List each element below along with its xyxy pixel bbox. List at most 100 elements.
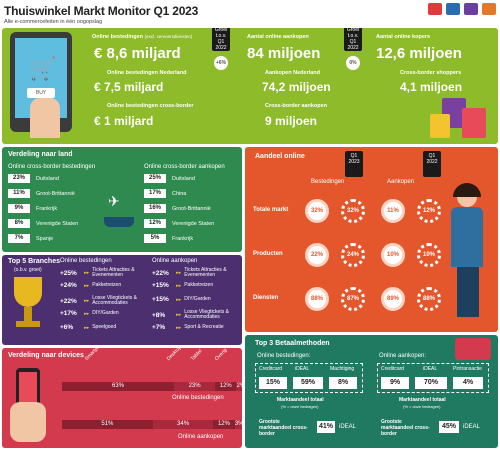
left-big-pct: 41% bbox=[317, 421, 335, 433]
tablet-illustration: 🛒 BUY bbox=[10, 32, 72, 132]
land-left-title: Online cross-border bestedingen bbox=[8, 164, 96, 170]
cb-value: € 1 miljard bbox=[94, 114, 154, 128]
left-mark-sub: (% = onze bedragen) bbox=[281, 404, 319, 409]
page-title: Thuiswinkel Markt Monitor Q1 2023 bbox=[4, 4, 199, 18]
logo-1 bbox=[428, 3, 442, 15]
land-pct: 11% bbox=[8, 189, 30, 198]
branch-pct: +22% bbox=[152, 269, 169, 277]
device-bar-segment: 12% bbox=[215, 382, 237, 391]
right-m1-pct: 9% bbox=[381, 377, 409, 389]
betaal-left-title: Online bestedingen: bbox=[257, 353, 311, 359]
branch-name: Pakketreizen bbox=[184, 282, 214, 288]
land-name: Verenigde Staten bbox=[36, 220, 79, 227]
left-m1-name: Creditcard bbox=[259, 366, 283, 372]
trophy-base-icon bbox=[16, 321, 40, 327]
right-m1-name: Creditcard bbox=[381, 366, 405, 372]
arrow-icon: ▸▸ bbox=[176, 312, 182, 318]
device-col-label: Desktop bbox=[165, 348, 183, 362]
logo-3 bbox=[464, 3, 478, 15]
land-name: China bbox=[172, 190, 187, 197]
aandeel-ring: 32% bbox=[341, 199, 365, 223]
aandeel-ring: 89% bbox=[381, 287, 405, 311]
kopers-label: Aantal online kopers bbox=[376, 34, 431, 40]
left-m1-pct: 15% bbox=[259, 377, 287, 389]
branch-row: +15% ▸▸ Pakketreizen bbox=[152, 282, 240, 289]
land-panel: Verdeling naar land Online cross-border … bbox=[2, 147, 242, 252]
aandeel-panel: Aandeel online Q1 2023 Q1 2022 Besteding… bbox=[245, 147, 498, 332]
aandeel-ring: 22% bbox=[305, 243, 329, 267]
land-row: 12% Verenigde Staten bbox=[144, 219, 239, 228]
land-pct: 8% bbox=[8, 219, 30, 228]
plane-icon: ✈ bbox=[108, 193, 120, 209]
betaal-right-box bbox=[377, 363, 489, 393]
device-bar-segment: 51% bbox=[62, 420, 153, 429]
left-m2-pct: 59% bbox=[293, 377, 323, 389]
q1-2022-badge: Q1 2022 bbox=[423, 151, 441, 177]
arrow-icon: ▸▸ bbox=[84, 270, 90, 276]
land-row: 9% Frankrijk bbox=[8, 204, 103, 213]
device-bar-segment: 63% bbox=[62, 382, 175, 391]
right-big-name: iDEAL bbox=[463, 424, 481, 430]
right-grootste-label: Grootste marktaandeel cross-border bbox=[381, 419, 430, 437]
online-bestedingen-label: Online bestedingen (excl. vervoersdienst… bbox=[92, 34, 193, 40]
branch-row: +24% ▸▸ Pakketreizen bbox=[60, 282, 148, 289]
aankopen-value: 84 miljoen bbox=[247, 45, 321, 62]
branch-pct: +7% bbox=[152, 324, 166, 331]
aandeel-ring: 24% bbox=[341, 243, 365, 267]
land-name: Frankrijk bbox=[172, 235, 194, 242]
land-row: 17% China bbox=[144, 189, 239, 198]
betaal-panel: Top 3 Betaalmethoden Online bestedingen:… bbox=[245, 335, 498, 448]
land-row: 5% Frankrijk bbox=[144, 234, 239, 243]
arrow-icon: ▸▸ bbox=[84, 298, 90, 304]
branches-left-title: Online bestedingen bbox=[60, 258, 112, 264]
betaal-right-title: Online aankopen: bbox=[379, 353, 427, 359]
aankopen-bar: 51%34%12%3% bbox=[62, 420, 242, 429]
aandeel-ring: 12% bbox=[417, 199, 441, 223]
betaal-left-box bbox=[255, 363, 363, 393]
arrow-icon: ▸▸ bbox=[176, 270, 182, 276]
shopping-bag-icon bbox=[430, 114, 450, 138]
trophy-icon bbox=[14, 277, 42, 307]
branch-name: Tickets Attracties & Evenementen bbox=[92, 267, 135, 278]
branch-name: DIY/Garden bbox=[92, 310, 119, 316]
land-pct: 9% bbox=[8, 204, 30, 213]
arrow-icon: ▸▸ bbox=[176, 324, 182, 331]
device-bar-segment: 12% bbox=[213, 420, 235, 429]
branch-name: Sport & Recreatie bbox=[184, 324, 224, 330]
arrow-icon: ▸▸ bbox=[176, 296, 182, 303]
branch-pct: +24% bbox=[60, 282, 77, 289]
land-pct: 12% bbox=[144, 219, 166, 228]
branches-panel: Top 5 Branches (o.b.v. groei) Online bes… bbox=[2, 255, 242, 345]
aandeel-ring: 32% bbox=[305, 199, 329, 223]
branches-right-title: Online aankopen bbox=[152, 258, 198, 264]
branch-pct: +25% bbox=[60, 269, 77, 277]
aankopen-bar-label: Online aankopen bbox=[178, 434, 224, 440]
woman-legs-icon bbox=[457, 267, 479, 317]
arrow-icon: ▸▸ bbox=[84, 282, 90, 289]
branch-name: Tickets Attracties & Evenementen bbox=[184, 267, 227, 278]
land-name: Spanje bbox=[36, 235, 54, 242]
branch-row: +25% ▸▸ Tickets Attracties & Evenementen bbox=[60, 268, 148, 278]
aandeel-col2: Aankopen bbox=[387, 179, 415, 185]
branch-row: +7% ▸▸ Sport & Recreatie bbox=[152, 324, 240, 331]
logo-4 bbox=[482, 3, 496, 15]
left-m3-pct: 8% bbox=[329, 377, 357, 389]
device-bar-segment: 3% bbox=[234, 420, 242, 429]
device-bar-segment: 23% bbox=[174, 382, 216, 391]
ship-icon bbox=[104, 217, 134, 227]
woman-hair-icon bbox=[453, 183, 481, 197]
branch-pct: +15% bbox=[152, 296, 169, 303]
arrow-icon: ▸▸ bbox=[176, 282, 182, 289]
cb-shoppers-value: 4,1 miljoen bbox=[400, 80, 463, 94]
q1-2023-badge: Q1 2023 bbox=[345, 151, 363, 177]
aankopen-nl-label: Aankopen Nederland bbox=[265, 70, 321, 76]
land-name: Groot-Brittannië bbox=[172, 205, 211, 212]
aandeel-ring: 10% bbox=[417, 243, 441, 267]
aankopen-label: Aantal online aankopen bbox=[247, 34, 309, 40]
land-name: Verenigde Staten bbox=[172, 220, 215, 227]
branch-name: DIY/Garden bbox=[184, 296, 211, 302]
aandeel-ring: 11% bbox=[381, 199, 405, 223]
aandeel-row-name: Diensten bbox=[253, 295, 279, 301]
left-m2-name: iDEAL bbox=[295, 366, 310, 372]
land-row: 23% Duitsland bbox=[8, 174, 103, 183]
